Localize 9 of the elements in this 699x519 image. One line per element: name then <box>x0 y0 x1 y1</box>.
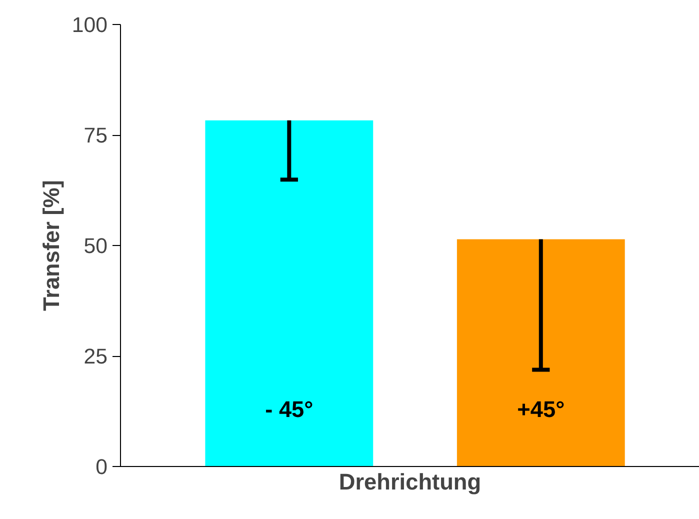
y-tick-label: 25 <box>84 344 108 368</box>
y-tick-label: 75 <box>84 124 108 148</box>
x-axis-title: Drehrichtung <box>338 468 482 494</box>
y-tick-label: 0 <box>96 455 108 479</box>
y-tick-label: 50 <box>84 234 108 258</box>
y-axis-title: Transfer [%] <box>38 180 64 311</box>
y-tick-label: 100 <box>72 13 108 37</box>
x-tick-label: - 45° <box>265 396 314 422</box>
x-tick-label: +45° <box>517 396 565 422</box>
